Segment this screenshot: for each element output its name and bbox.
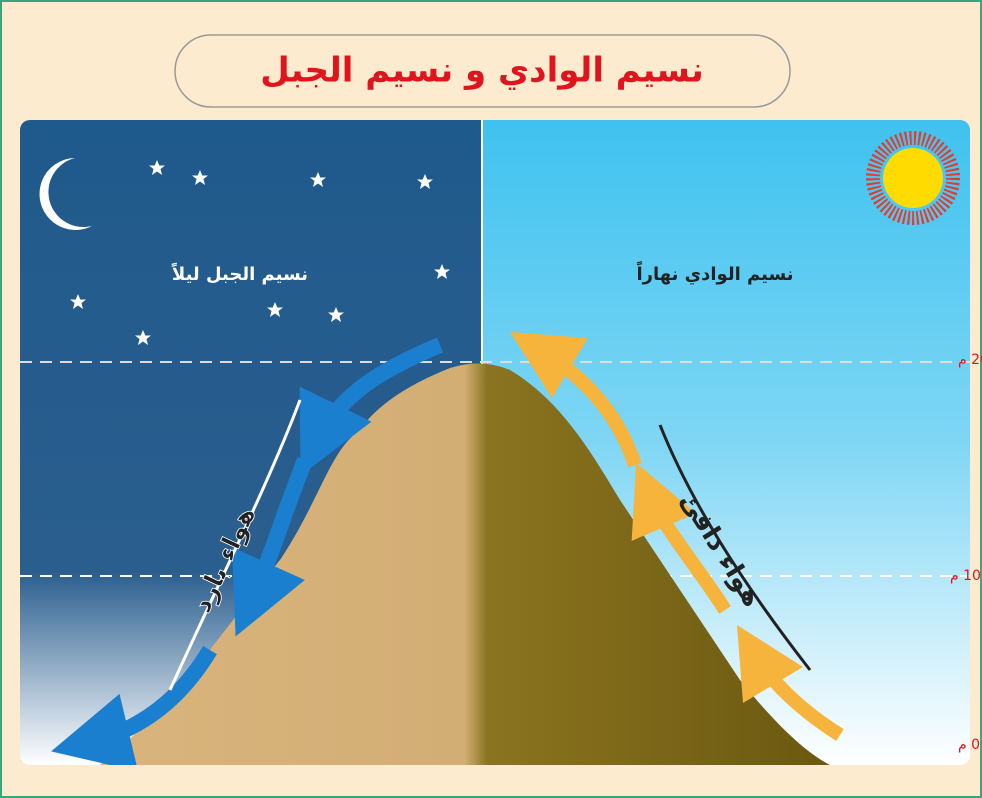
arrow — [51, 645, 217, 765]
mountain — [100, 363, 830, 765]
night-label: نسيم الجبل ليلاً — [171, 262, 308, 285]
arrow — [299, 337, 444, 476]
air-path — [168, 399, 302, 691]
altitude-label: 0 م — [958, 737, 980, 753]
arrow — [231, 457, 313, 637]
altitude-label: 2000 م — [958, 352, 982, 368]
air-path — [658, 424, 812, 671]
title: نسيم الوادي و نسيم الجبل — [260, 51, 703, 91]
sun — [866, 131, 960, 225]
title-box — [174, 34, 791, 108]
day-label: نسيم الوادي نهاراً — [636, 261, 794, 285]
arrow — [631, 462, 731, 614]
altitude-label: 1000 م — [950, 568, 982, 584]
arrow — [736, 624, 844, 741]
moon — [39, 158, 92, 230]
panel — [20, 120, 970, 765]
arrow — [509, 331, 642, 468]
